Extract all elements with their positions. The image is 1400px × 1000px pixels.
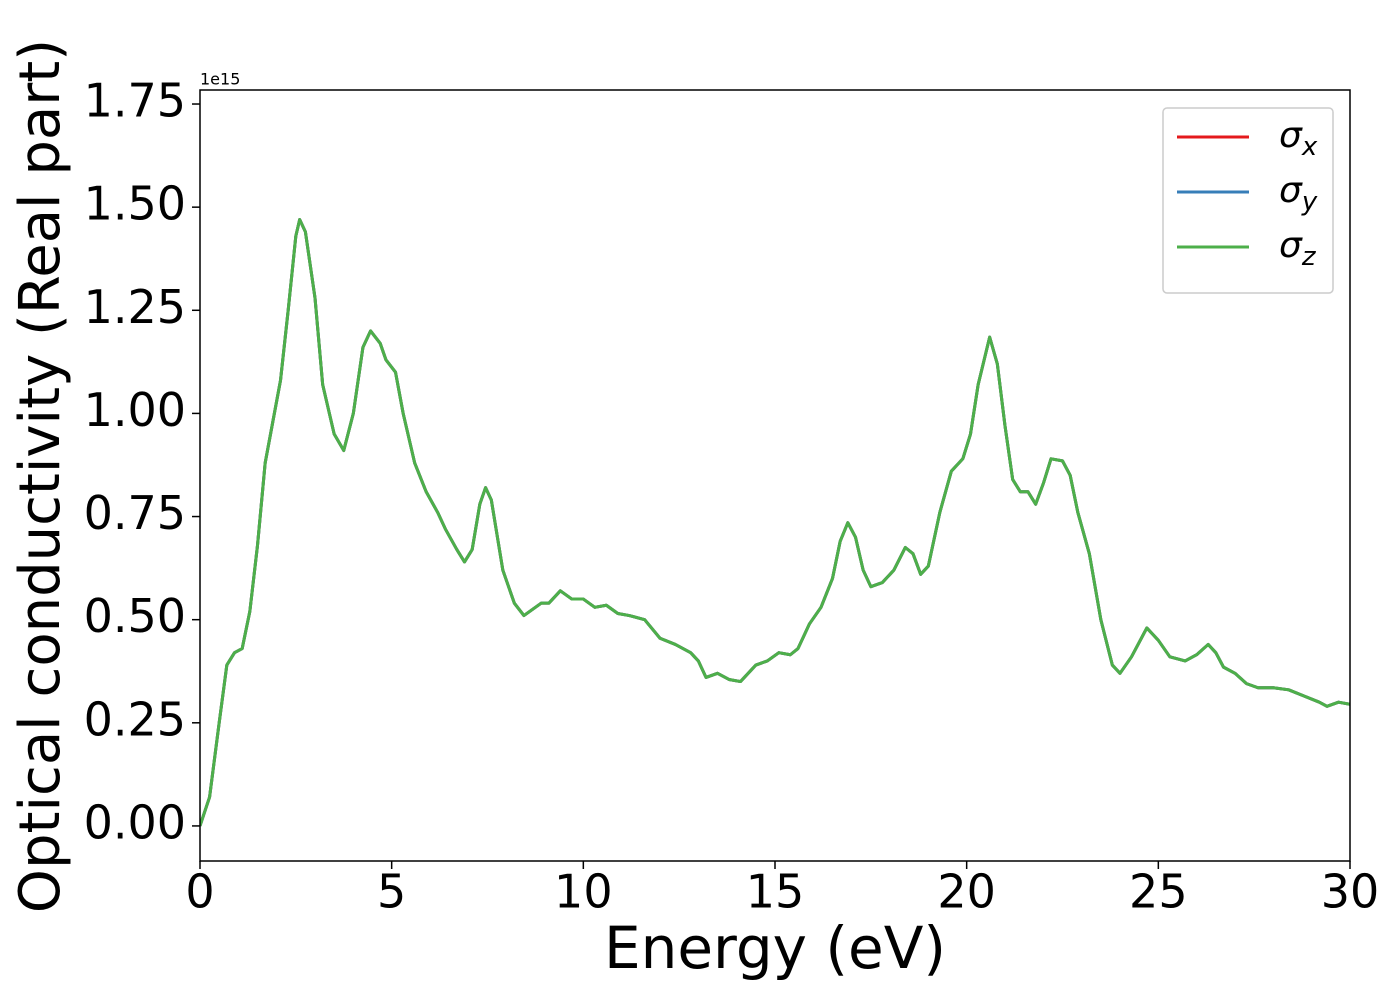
y-tick-label: 1.75: [84, 74, 186, 128]
y-tick-label: 0.00: [84, 795, 186, 849]
legend-subscript: y: [1301, 187, 1318, 217]
legend-subscript: x: [1301, 132, 1318, 162]
legend-symbol: σ: [1279, 225, 1303, 266]
y-tick-label: 0.25: [84, 692, 186, 746]
x-tick-label: 20: [937, 865, 996, 919]
legend-label: σx: [1279, 115, 1318, 162]
legend-label: σz: [1279, 225, 1317, 272]
y-tick-label: 0.75: [84, 486, 186, 540]
data-line: [200, 218, 1350, 827]
x-tick-label: 0: [185, 865, 214, 919]
data-line: [200, 218, 1350, 827]
x-tick-label: 30: [1321, 865, 1380, 919]
x-tick-label: 10: [554, 865, 613, 919]
y-tick-label: 1.50: [84, 177, 186, 231]
x-tick-label: 5: [377, 865, 406, 919]
x-axis-label: Energy (eV): [604, 914, 946, 982]
y-tick-label: 1.25: [84, 280, 186, 334]
data-line: [200, 218, 1350, 827]
legend-symbol: σ: [1279, 115, 1303, 156]
legend-label: σy: [1279, 170, 1318, 217]
legend-subscript: z: [1301, 242, 1317, 272]
y-tick-label: 1.00: [84, 383, 186, 437]
y-axis-label: Optical conductivity (Real part): [8, 39, 73, 913]
x-tick-label: 15: [746, 865, 805, 919]
x-tick-label: 25: [1129, 865, 1188, 919]
legend-symbol: σ: [1279, 170, 1303, 211]
plot-frame: [199, 89, 1351, 862]
y-tick-label: 0.50: [84, 589, 186, 643]
y-offset-label: 1e15: [200, 70, 240, 89]
